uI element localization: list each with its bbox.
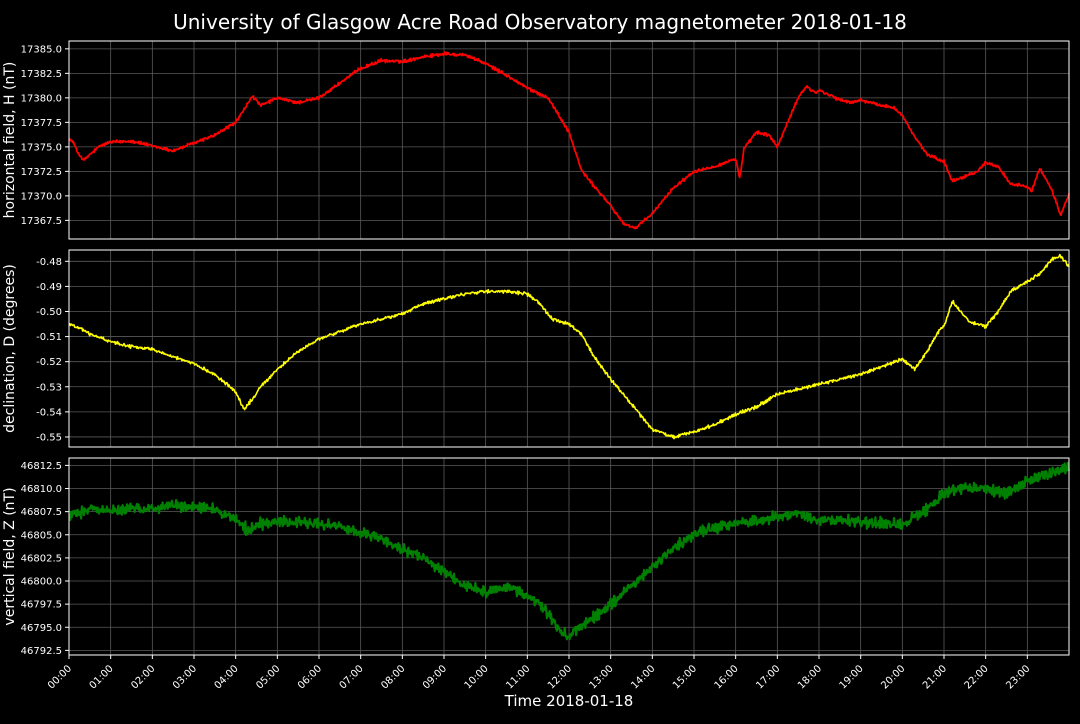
x-axis-label: Time 2018-01-18	[504, 692, 634, 710]
y-tick-label: 17385.0	[21, 44, 62, 55]
data-series-line	[68, 253, 1070, 440]
y-tick-label: 17377.5	[21, 118, 62, 129]
y-tick-label: -0.48	[36, 257, 62, 268]
panel-1: 17367.5 17370.0 17372.5 17375.0 17377.5 17380…	[2, 40, 1070, 240]
y-tick-label: 46792.5	[21, 646, 62, 657]
y-tick-label: -0.50	[36, 307, 62, 318]
y-tick-label: -0.51	[36, 332, 62, 343]
y-tick-label: 17372.5	[21, 167, 62, 178]
panel-frame	[68, 249, 1070, 448]
y-axis-label: vertical field, Z (nT)	[2, 487, 18, 625]
y-tick-label: -0.54	[36, 407, 62, 418]
y-tick-label: 46795.0	[21, 623, 62, 634]
y-tick-label: 46810.0	[21, 484, 62, 495]
y-tick-label: -0.55	[36, 432, 62, 443]
panel-3: 46792.5 46795.0 46797.5 46800.0 46802.5 46805…	[2, 457, 1071, 657]
y-tick-label: -0.49	[36, 282, 62, 293]
y-tick-label: 17380.0	[21, 93, 62, 104]
y-tick-label: 46797.5	[21, 600, 62, 611]
chart-title: University of Glasgow Acre Road Observat…	[173, 10, 907, 34]
data-series-line	[68, 51, 1070, 230]
y-tick-label: 17375.0	[21, 142, 62, 153]
y-axis-label: declination, D (degrees)	[2, 264, 18, 433]
y-tick-label: 46812.5	[21, 461, 62, 472]
y-tick-label: 17367.5	[21, 216, 62, 227]
y-tick-label: 46800.0	[21, 577, 62, 588]
y-tick-label: -0.52	[36, 357, 62, 368]
panel-frame	[68, 40, 1070, 240]
y-tick-label: 46802.5	[21, 553, 62, 564]
panel-2: -0.48 -0.49 -0.50 -0.51 -0.52 -0.53 -0.54 -0.55…	[2, 249, 1070, 448]
panels-layer: 17367.5 17370.0 17372.5 17375.0 17377.5 17380…	[2, 40, 1071, 657]
y-axis-label: horizontal field, H (nT)	[2, 62, 18, 219]
y-tick-label: -0.53	[36, 382, 62, 393]
y-tick-label: 46807.5	[21, 507, 62, 518]
data-series-line	[68, 461, 1071, 641]
y-tick-label: 17382.5	[21, 69, 62, 80]
y-tick-label: 17370.0	[21, 191, 62, 202]
y-tick-label: 46805.0	[21, 530, 62, 541]
